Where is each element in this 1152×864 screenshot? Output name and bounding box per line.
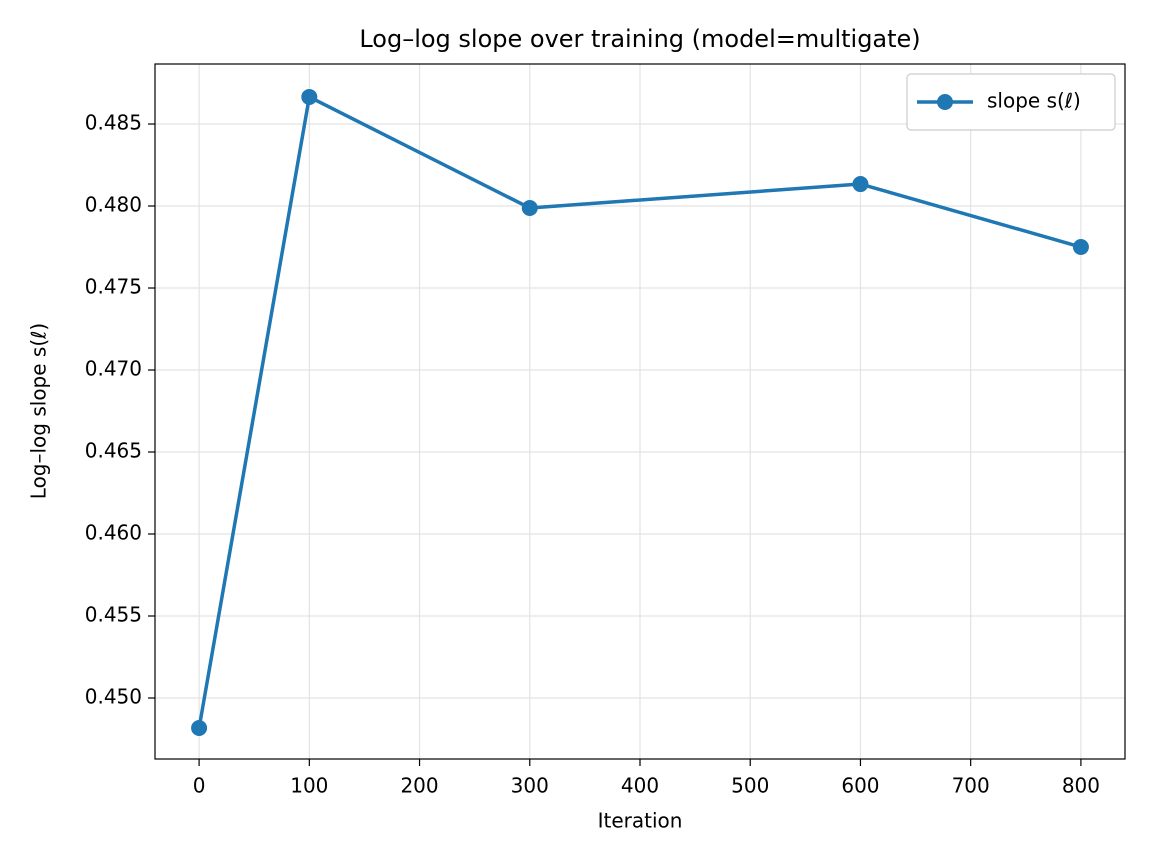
marker	[1072, 239, 1089, 256]
marker	[191, 720, 208, 737]
plot-frame	[154, 63, 1126, 760]
legend-marker	[937, 94, 953, 110]
marker	[852, 176, 869, 193]
y-tick-label: 0.480	[85, 193, 142, 217]
y-tick-label: 0.450	[85, 684, 142, 708]
x-tick-label: 0	[193, 774, 206, 798]
y-tick-label: 0.465	[85, 439, 142, 463]
y-tick-label: 0.485	[85, 111, 142, 135]
marker	[301, 88, 318, 105]
y-axis-label: Log–log slope s(ℓ)	[27, 323, 51, 499]
legend-box	[906, 73, 1116, 131]
x-tick-label: 600	[841, 774, 879, 798]
x-tick-label: 500	[731, 774, 769, 798]
x-axis-label: Iteration	[598, 809, 683, 833]
x-tick-label: 100	[290, 774, 328, 798]
x-tick-label: 700	[952, 774, 990, 798]
y-tick-label: 0.455	[85, 602, 142, 626]
x-tick-label: 200	[400, 774, 438, 798]
marker	[521, 199, 538, 216]
x-tick-label: 800	[1062, 774, 1100, 798]
x-tick-label: 300	[511, 774, 549, 798]
y-tick-label: 0.460	[85, 521, 142, 545]
y-tick-label: 0.470	[85, 357, 142, 381]
y-tick-label: 0.475	[85, 275, 142, 299]
x-tick-label: 400	[621, 774, 659, 798]
chart-title: Log–log slope over training (model=multi…	[359, 25, 920, 53]
legend-label: slope s(ℓ)	[987, 89, 1081, 113]
